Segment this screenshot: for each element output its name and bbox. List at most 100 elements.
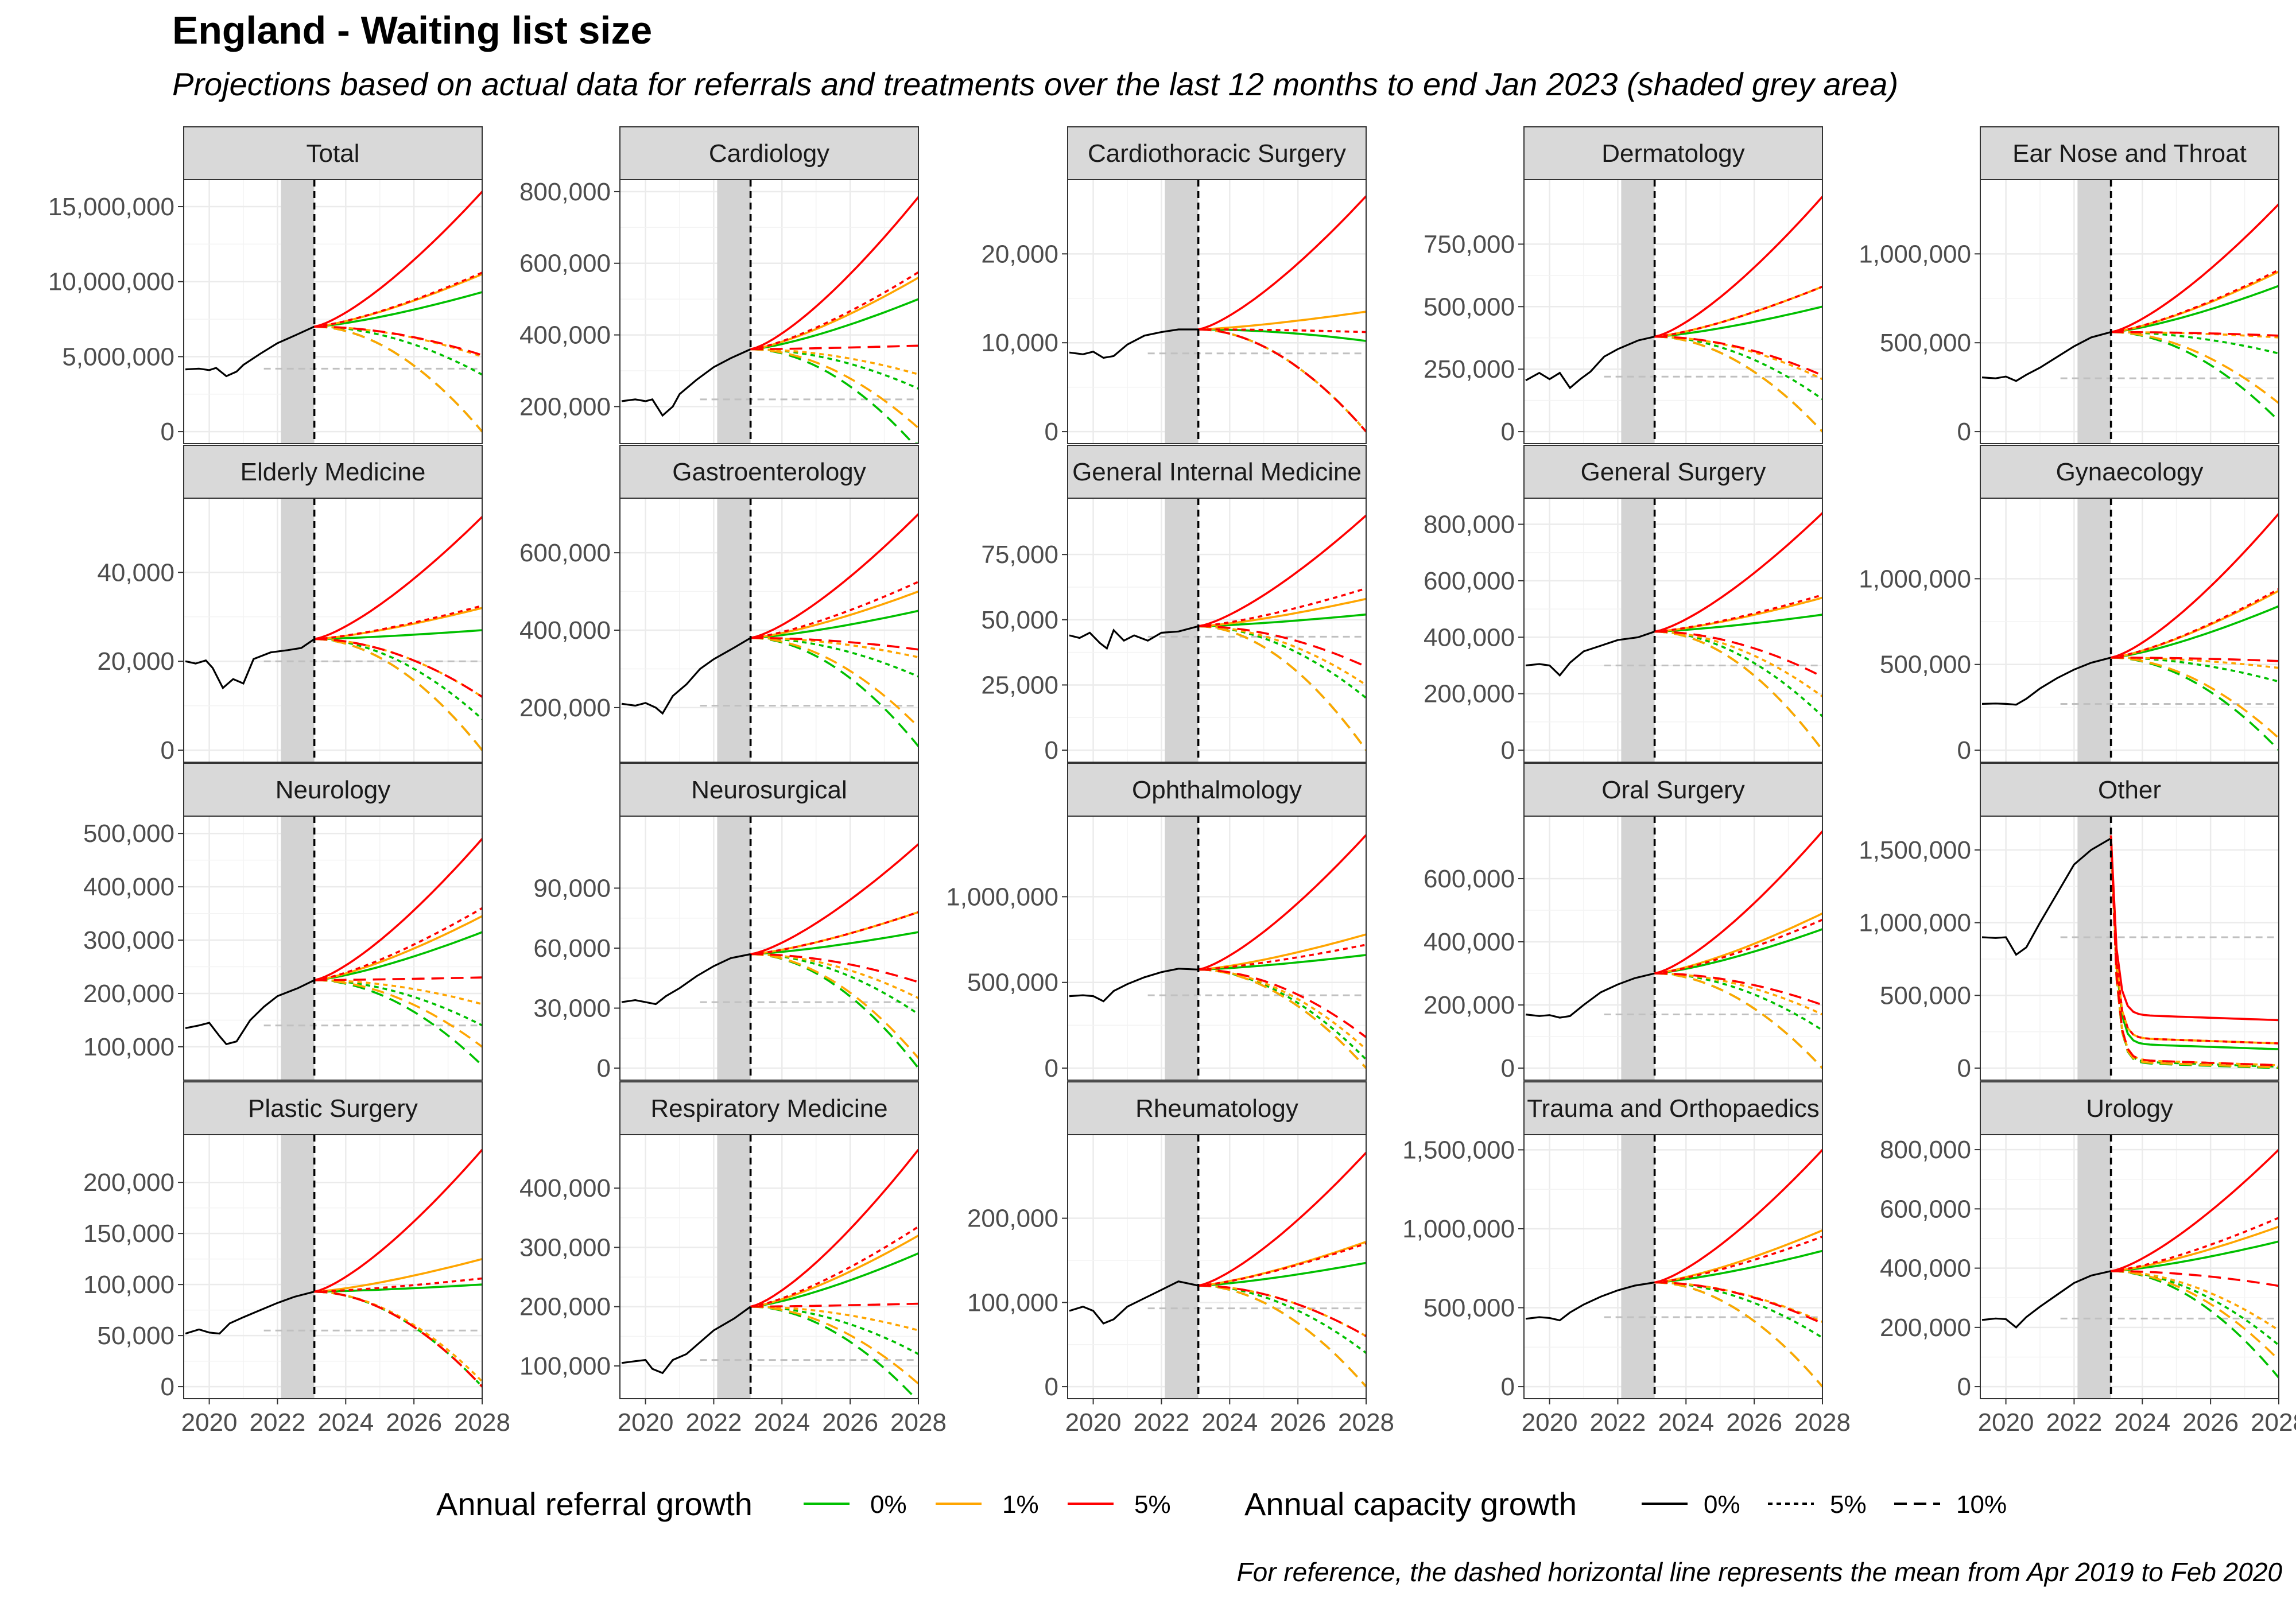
facet-respiratory-medicine: Respiratory Medicine 100,000 200,000 300,00… [519,1081,947,1437]
panel-border [1067,498,1367,763]
y-tick-label: 30,000 [533,995,611,1023]
y-tick-label: 200,000 [519,393,611,421]
facet-strip [619,1081,919,1135]
projection-line [750,911,918,956]
y-tick-label: 0 [1501,1373,1515,1401]
shaded-period [1621,816,1655,1080]
projection-line [1198,195,1366,331]
projection-line [2111,285,2279,333]
y-tick-label: 200,000 [83,980,174,1008]
facet-cardiology: Cardiology 200,000 400,000 600,000 800,000 [519,126,919,444]
plot-body [1525,1135,1822,1399]
facet-neurosurgical: Neurosurgical 0 30,000 60,000 90,000 [533,763,919,1082]
projection-line [314,1290,482,1388]
y-tick-label: 1,000,000 [1402,1215,1515,1243]
panel-border [1980,498,2279,763]
shaded-period [717,1135,751,1399]
panel-background [1068,816,1366,1080]
chart-title: England - Waiting list size [172,9,653,52]
y-tick-label: 400,000 [1424,623,1515,651]
panel-border [1523,179,1823,444]
projection-line [1654,630,1822,678]
y-tick-label: 600,000 [1424,865,1515,893]
projection-line [750,513,918,639]
facet-title: Cardiothoracic Surgery [1088,139,1346,168]
y-tick-label: 50,000 [97,1322,174,1350]
projection-line [1654,335,1822,376]
projection-line [1198,1261,1366,1287]
projection-line [1198,625,1366,668]
y-tick-label: 0 [161,1373,174,1401]
plot-body [1981,816,2279,1080]
projection-line [750,636,918,651]
shaded-period [281,1135,315,1399]
projection-line [1654,614,1822,633]
panel-background [1524,180,1822,444]
x-tick-label: 2026 [1726,1408,1782,1437]
panel-border [1523,498,1823,763]
projection-line [1654,830,1822,975]
history-line [1525,336,1655,390]
plot-body [1525,816,1822,1080]
x-tick-label: 2028 [2251,1408,2296,1437]
x-tick-label: 2028 [1794,1408,1851,1437]
facet-title: Urology [2086,1094,2173,1123]
panel-background [1068,498,1366,762]
panel-background [184,1135,482,1399]
y-tick-label: 75,000 [981,541,1058,569]
projection-line [750,843,918,956]
projection-line [750,1305,918,1385]
history-line [1069,968,1199,1003]
projection-line [2111,1148,2279,1272]
legend-capacity-title: Annual capacity growth [1244,1486,1577,1522]
projection-line [1198,944,1366,971]
panel-border [183,816,483,1081]
projection-line [750,953,918,983]
panel-border [1067,816,1367,1081]
plot-body [1981,1135,2279,1399]
plot-body [621,1135,918,1399]
facet-strip [1067,126,1367,180]
plot-body [1981,498,2279,762]
facet-strip [183,1081,483,1135]
panel-border [183,498,483,763]
y-tick-label: 400,000 [519,321,611,350]
y-tick-label: 100,000 [83,1033,174,1061]
panel-border [619,179,919,444]
facet-ear-nose-and-throat: Ear Nose and Throat 0 500,000 1,000,000 [1859,126,2279,446]
plot-body [1069,180,1366,444]
legend-referral-label: 0% [870,1490,907,1519]
projection-line [1198,328,1366,433]
facet-title: General Surgery [1581,458,1766,486]
projection-line [750,636,918,728]
facet-gastroenterology: Gastroenterology 200,000 400,000 600,000 [519,445,919,763]
history-line [1525,972,1655,1019]
plot-body [185,498,482,762]
projection-line [2111,605,2279,659]
x-tick-label: 2022 [2046,1408,2102,1437]
gridlines [184,1135,482,1399]
y-tick-label: 0 [1045,418,1058,446]
y-tick-label: 500,000 [1880,329,1971,357]
y-tick-label: 0 [161,418,174,446]
x-tick-label: 2020 [1978,1408,2034,1437]
x-tick-label: 2026 [822,1408,878,1437]
plot-body [185,1135,482,1399]
projection-line [750,1252,918,1308]
projection-line [750,348,918,375]
y-tick-label: 200,000 [519,694,611,722]
projection-line [1198,613,1366,627]
panel-border [1523,1134,1823,1399]
plot-body [621,816,918,1080]
facet-title: Total [307,139,360,168]
projection-line [1198,514,1366,627]
x-tick-label: 2028 [1338,1408,1394,1437]
facet-total: Total 0 5,000,000 10,000,000 15,000,000 [48,126,483,446]
projection-line [1654,1236,1822,1284]
y-tick-label: 0 [161,736,174,764]
y-tick-label: 150,000 [83,1220,174,1248]
projection-line [750,344,918,351]
x-tick-label: 2022 [1589,1408,1646,1437]
legend-referral-label: 5% [1134,1490,1171,1519]
projection-line [1198,328,1366,333]
